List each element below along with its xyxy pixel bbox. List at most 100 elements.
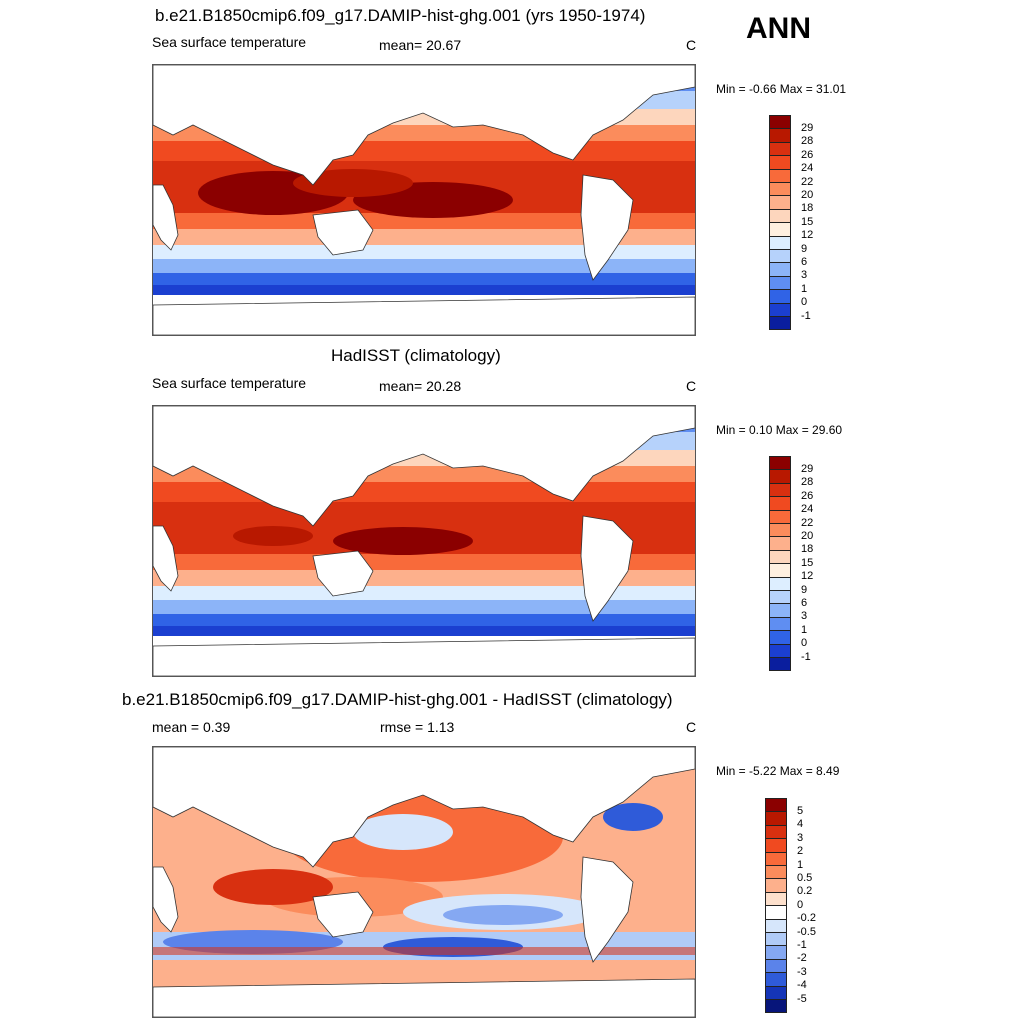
colorbar-level-label: 3 <box>797 831 804 844</box>
colorbar-level-label: 15 <box>801 215 814 228</box>
colorbar-level-label: 24 <box>801 503 814 516</box>
colorbar-level-label: -3 <box>797 965 807 978</box>
colorbar-level-label: 1 <box>801 623 808 636</box>
colorbar-level-label: -5 <box>797 992 807 1005</box>
colorbar-level-label: 0 <box>801 637 808 650</box>
panel-obs-variable: Sea surface temperature <box>152 375 307 391</box>
panel-diff-mean: mean = 0.39 <box>152 719 231 735</box>
colorbar-swatch <box>769 563 791 578</box>
colorbar-swatch <box>765 865 787 880</box>
sst-diff-field <box>153 747 695 1017</box>
colorbar-level-label: 22 <box>801 516 814 529</box>
colorbar-level-label: 12 <box>801 570 814 583</box>
colorbar-level-label: 4 <box>797 818 804 831</box>
colorbar-swatch <box>769 155 791 170</box>
panel-diff-units: C <box>686 719 697 735</box>
panel-obs-mean: mean= 20.28 <box>379 378 462 394</box>
colorbar-level-label: 28 <box>801 476 814 489</box>
panel-diff-title: b.e21.B1850cmip6.f09_g17.DAMIP-hist-ghg.… <box>122 690 673 709</box>
colorbar-level-label: -0.2 <box>797 912 816 925</box>
colorbar-swatch <box>769 469 791 484</box>
colorbar-level-label: 18 <box>801 543 814 556</box>
colorbar-level-label: 9 <box>801 242 808 255</box>
colorbar-level-label: 3 <box>801 269 808 282</box>
colorbar-swatch <box>765 905 787 920</box>
colorbar-swatch <box>769 590 791 605</box>
colorbar-level-label: 0 <box>801 296 808 309</box>
colorbar-swatch <box>765 851 787 866</box>
colorbar-level-label: -1 <box>801 650 811 663</box>
panel-model-variable: Sea surface temperature <box>152 34 307 50</box>
colorbar-swatch <box>769 523 791 538</box>
colorbar-swatch <box>769 549 791 565</box>
colorbar-swatch <box>765 999 787 1014</box>
panel-obs-map <box>152 405 696 677</box>
colorbar-swatch <box>769 208 791 224</box>
panel-diff-map <box>152 746 696 1018</box>
colorbar-swatch <box>769 275 791 291</box>
colorbar-swatch <box>765 985 787 1000</box>
colorbar-swatch <box>769 643 791 658</box>
colorbar-swatch <box>765 824 787 840</box>
colorbar-level-label: 6 <box>801 255 808 268</box>
colorbar-swatch <box>765 972 787 987</box>
colorbar-swatch <box>769 456 791 471</box>
sst-obs-field <box>153 406 695 676</box>
panel-model-minmax: Min = -0.66 Max = 31.01 <box>716 82 847 96</box>
colorbar-level-label: 1 <box>797 858 804 871</box>
colorbar-swatch <box>769 235 791 250</box>
colorbar-swatch <box>769 496 791 511</box>
colorbar-swatch <box>765 932 787 947</box>
colorbar-level-label: 29 <box>801 462 814 475</box>
panel-obs-title: HadISST (climatology) <box>331 346 501 365</box>
colorbar-level-label: -1 <box>797 938 807 951</box>
colorbar-level-label: 18 <box>801 202 814 215</box>
colorbar-swatch <box>769 536 791 551</box>
colorbar-swatch <box>765 891 787 907</box>
panel-diff-rmse: rmse = 1.13 <box>380 719 455 735</box>
sst-model-field <box>153 65 695 335</box>
colorbar-level-label: 20 <box>801 188 814 201</box>
season-label: ANN <box>746 12 811 45</box>
colorbar-level-label: 2 <box>797 845 804 858</box>
colorbar-swatch <box>765 958 787 974</box>
colorbar-level-label: 3 <box>801 610 808 623</box>
colorbar-swatch <box>769 222 791 237</box>
colorbar-level-label: 5 <box>797 804 804 817</box>
colorbar-swatch <box>769 316 791 331</box>
colorbar-swatch <box>769 262 791 277</box>
colorbar-swatch <box>765 878 787 893</box>
panel-model-mean: mean= 20.67 <box>379 37 462 53</box>
colorbar-level-label: 9 <box>801 583 808 596</box>
colorbar-swatch <box>769 302 791 317</box>
colorbar-level-label: -4 <box>797 979 807 992</box>
colorbar-swatch <box>765 918 787 933</box>
colorbar-level-label: -1 <box>801 309 811 322</box>
colorbar-swatch <box>769 657 791 672</box>
colorbar-swatch <box>769 182 791 197</box>
colorbar-swatch <box>769 289 791 304</box>
colorbar-swatch <box>765 945 787 960</box>
colorbar-level-label: 28 <box>801 135 814 148</box>
colorbar-swatch <box>769 576 791 591</box>
colorbar-level-label: -0.5 <box>797 925 816 938</box>
colorbar-level-label: -2 <box>797 952 807 965</box>
colorbar-swatch <box>765 798 787 813</box>
panel-model-title: b.e21.B1850cmip6.f09_g17.DAMIP-hist-ghg.… <box>155 6 646 25</box>
colorbar-level-label: 26 <box>801 489 814 502</box>
colorbar-swatch <box>769 509 791 524</box>
colorbar-swatch <box>769 141 791 157</box>
colorbar-level-label: 20 <box>801 529 814 542</box>
colorbar-level-label: 24 <box>801 162 814 175</box>
colorbar-swatch <box>769 603 791 618</box>
colorbar-swatch <box>769 128 791 143</box>
colorbar-swatch <box>769 195 791 210</box>
colorbar-swatch <box>769 249 791 264</box>
colorbar-level-label: 6 <box>801 596 808 609</box>
panel-diff-minmax: Min = -5.22 Max = 8.49 <box>716 764 840 778</box>
panel-obs-colorbar: 29 28 26 24 22 20 18 15 12 9 6 3 1 0 -1 <box>769 456 829 672</box>
panel-diff-colorbar: 5 4 3 2 1 0.5 0.2 0 -0.2 -0.5 -1 -2 -3 -4 -5 <box>765 798 825 1014</box>
colorbar-swatch <box>769 482 791 498</box>
colorbar-level-label: 12 <box>801 229 814 242</box>
colorbar-level-label: 26 <box>801 148 814 161</box>
